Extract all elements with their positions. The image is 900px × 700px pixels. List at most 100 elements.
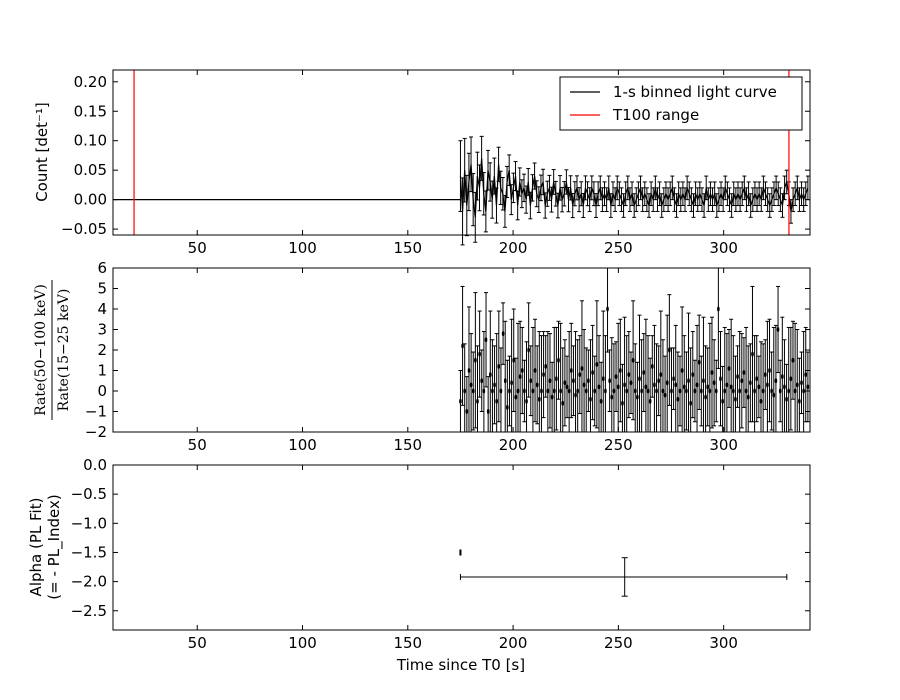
hardness-ratio-point [604, 388, 607, 394]
x-tick-label: 200 [499, 239, 528, 257]
hardness-ratio-point [467, 368, 471, 373]
hardness-ratio-point [597, 384, 601, 390]
y-tick-label: 3 [97, 321, 107, 339]
hardness-ratio-point [749, 380, 752, 386]
x-tick-label: 300 [709, 634, 738, 652]
hardness-ratio-point [535, 382, 539, 388]
hardness-ratio-point [668, 347, 671, 353]
hardness-ratio-point [746, 394, 750, 400]
hardness-ratio-point [621, 400, 624, 406]
hardness-ratio-point [644, 384, 648, 390]
hardness-ratio-ticks: 50 100 150 200 250 300 −2 −1 0 1 2 3 4 5 6 [85, 259, 810, 454]
hardness-ratio-point [478, 351, 481, 357]
hardness-ratio-point [704, 394, 707, 400]
x-tick-label: 100 [288, 436, 317, 454]
xlabel: Time since T0 [s] [396, 656, 525, 674]
hardness-ratio-point [678, 388, 682, 394]
hardness-ratio-point [781, 374, 784, 380]
hardness-ratio-point [653, 382, 656, 388]
hardness-ratio-point [584, 388, 588, 394]
y-tick-label: 2 [97, 341, 107, 359]
hardness-ratio-point [702, 378, 705, 384]
hardness-ratio-point [736, 374, 739, 380]
hardness-ratio-point [685, 388, 688, 394]
y-tick-label: −2 [85, 423, 107, 441]
hardness-ratio-point [687, 378, 690, 384]
hardness-ratio-point [783, 384, 786, 390]
hardness-ratio-point [723, 388, 727, 394]
hardness-ratio-point [774, 378, 778, 384]
hardness-ratio-point [587, 378, 590, 384]
hardness-ratio-point [491, 388, 494, 394]
hardness-ratio-point [548, 378, 552, 384]
hardness-ratio-point [793, 388, 797, 394]
hardness-ratio-point [682, 384, 686, 390]
x-tick-label: 50 [188, 436, 207, 454]
y-tick-label: 0.10 [74, 132, 107, 150]
x-tick-label: 150 [393, 436, 422, 454]
hardness-ratio-point [516, 388, 520, 394]
hardness-ratio-point [572, 378, 575, 384]
hardness-ratio-point [499, 388, 503, 394]
hardness-ratio-point [488, 372, 492, 378]
hardness-ratio-point [689, 400, 692, 406]
x-tick-label: 300 [709, 436, 738, 454]
y-tick-label: −1.5 [71, 543, 107, 561]
hardness-ratio-point [469, 382, 473, 388]
hardness-ratio-point [533, 368, 537, 373]
hardness-ratio-point [616, 384, 620, 390]
hardness-ratio-point [497, 363, 501, 369]
hardness-ratio-point [721, 398, 724, 404]
alpha-point-marker [459, 549, 462, 556]
hardness-ratio-point [520, 368, 524, 373]
hardness-ratio-point [480, 378, 484, 384]
hardness-ratio-point [650, 363, 654, 369]
hardness-ratio-point [648, 398, 652, 404]
hardness-ratio-point [729, 384, 733, 390]
light-curve-axes-frame [112, 69, 811, 236]
hardness-ratio-point [546, 388, 550, 394]
hardness-ratio-point [719, 376, 722, 382]
hardness-ratio-point [514, 394, 518, 400]
hardness-ratio-point [540, 388, 543, 394]
hardness-ratio-point [672, 376, 675, 382]
hardness-ratio-point [636, 394, 639, 400]
hardness-ratio-point [763, 372, 767, 378]
hardness-ratio-point [608, 378, 611, 384]
hardness-ratio-point [789, 376, 793, 382]
hardness-ratio-point [776, 327, 780, 332]
hardness-ratio-point [708, 388, 712, 394]
hardness-ratio-point [565, 384, 569, 390]
hardness-ratio-point [665, 380, 669, 386]
hardness-ratio-point [740, 378, 744, 384]
hardness-ratio-point [766, 382, 769, 388]
hardness-ratio-point [734, 396, 737, 402]
hardness-ratio-point [657, 378, 660, 384]
hardness-ratio-point [744, 388, 748, 394]
hardness-ratio-point [625, 388, 629, 394]
spectral-index-panel: 50 100 150 200 250 300 0.0 −0.5 −1.0 −1.5 −2.0 −2.5… [27, 456, 811, 674]
hardness-ratio-point [778, 388, 782, 394]
hardness-ratio-point [638, 376, 641, 382]
y-tick-label: 0.00 [74, 191, 107, 209]
y-tick-label: −1.0 [71, 514, 107, 532]
hardness-ratio-point [463, 388, 467, 394]
hardness-ratio-point [578, 372, 582, 378]
hardness-ratio-point [642, 370, 646, 376]
hardness-ratio-point [791, 357, 795, 363]
x-tick-label: 200 [499, 634, 528, 652]
y-tick-label: −0.5 [71, 485, 107, 503]
hardness-ratio-point [461, 343, 464, 349]
hardness-ratio-point [646, 388, 650, 394]
hardness-ratio-point [495, 398, 498, 404]
hardness-ratio-point [795, 382, 799, 388]
hardness-ratio-point [706, 384, 710, 390]
hardness-ratio-point [484, 337, 488, 343]
hardness-ratio-point [574, 392, 577, 398]
hardness-ratio-point [595, 361, 599, 367]
hardness-ratio-point [802, 388, 805, 394]
hardness-ratio-point [614, 374, 618, 380]
hardness-ratio-point [563, 380, 567, 386]
hardness-ratio-point [569, 368, 573, 373]
